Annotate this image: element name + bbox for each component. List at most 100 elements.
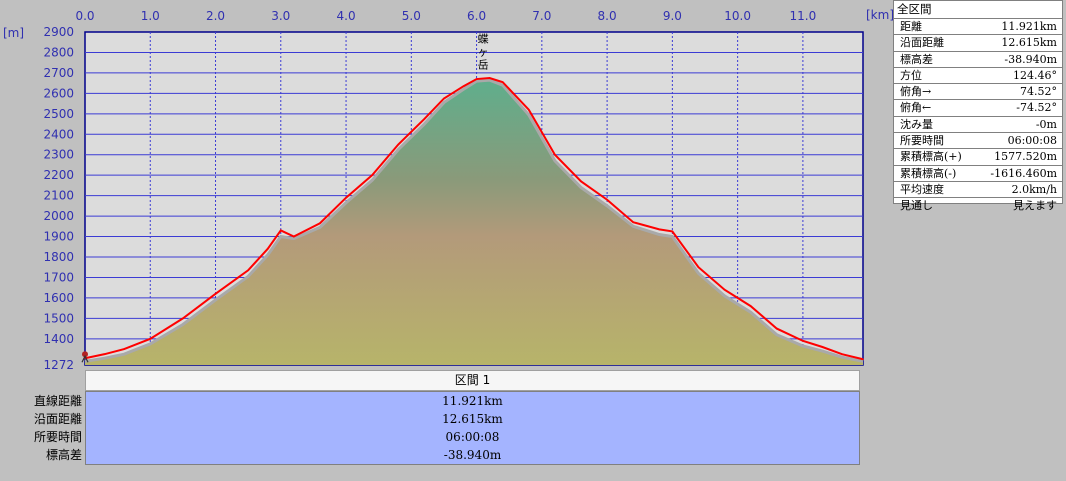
surface-point bbox=[319, 222, 321, 225]
section-value-surface: 12.615km bbox=[442, 412, 503, 426]
surface-point bbox=[266, 248, 269, 250]
surface-point bbox=[841, 353, 843, 355]
section-label-straight: 直線距離 bbox=[33, 394, 82, 408]
stats-row: 標高差 -38.940m bbox=[894, 52, 1062, 68]
stats-header: 全区間 bbox=[894, 1, 1062, 19]
surface-point bbox=[423, 118, 426, 120]
stats-row-label: 俯角→ bbox=[900, 85, 932, 99]
surface-point bbox=[821, 346, 824, 348]
section-value-time: 06:00:08 bbox=[445, 430, 500, 444]
x-tick-label: 8.0 bbox=[598, 9, 617, 23]
x-tick-label: 10.0 bbox=[724, 9, 751, 23]
stats-row: 方位 124.46° bbox=[894, 68, 1062, 85]
terrain-fill bbox=[85, 80, 863, 366]
surface-point bbox=[554, 153, 556, 156]
x-tick-label: 4.0 bbox=[337, 9, 356, 23]
surface-point bbox=[475, 78, 478, 80]
surface-point bbox=[671, 230, 674, 233]
elevation-chart: 0.0 1.0 2.0 3.0 4.0 5.0 6.0 7.0 8.0 9.0 10.0 11.0 1… bbox=[3, 8, 894, 370]
y-tick-label: 2900 bbox=[43, 25, 74, 39]
stats-row-value: -0m bbox=[1035, 117, 1057, 131]
section-value-elev-diff: -38.940m bbox=[443, 448, 502, 462]
surface-point bbox=[345, 196, 347, 199]
surface-point bbox=[397, 143, 400, 146]
direct-line-series bbox=[84, 78, 864, 363]
section-value-straight: 11.921km bbox=[442, 394, 503, 408]
y-tick-label: 2400 bbox=[43, 127, 74, 141]
surface-point bbox=[658, 228, 661, 231]
stats-row-value: 2.0km/h bbox=[1011, 182, 1057, 196]
surface-point bbox=[214, 293, 217, 295]
y-tick-label: 1400 bbox=[43, 332, 74, 346]
x-tick-label: 9.0 bbox=[663, 9, 682, 23]
stats-row-label: 見通し bbox=[900, 199, 933, 213]
stats-row: 所要時間 06:00:08 bbox=[894, 133, 1062, 150]
y-tick-label: 2300 bbox=[43, 148, 74, 162]
marker-head bbox=[82, 351, 88, 358]
stats-row-value: -1616.460m bbox=[990, 166, 1057, 180]
x-tick-label: 6.0 bbox=[467, 9, 486, 23]
y-tick-label: 2700 bbox=[43, 66, 74, 80]
surface-point bbox=[443, 97, 445, 100]
y-tick-label: 2800 bbox=[43, 45, 74, 59]
stats-row-label: 平均速度 bbox=[900, 182, 944, 196]
start-marker-icon bbox=[81, 351, 89, 363]
stats-row-label: 累積標高(+) bbox=[900, 150, 962, 164]
surface-point bbox=[580, 180, 582, 183]
surface-point bbox=[723, 288, 726, 291]
stats-row-label: 俯角← bbox=[900, 101, 932, 115]
surface-point bbox=[103, 353, 106, 355]
x-tick-label: 3.0 bbox=[271, 9, 290, 23]
y-tick-label: 2500 bbox=[43, 107, 74, 121]
terrain-area bbox=[85, 80, 863, 366]
stats-row-value: 見えます bbox=[1013, 199, 1057, 213]
stats-row-label: 方位 bbox=[900, 68, 922, 82]
stats-row-value: 11.921km bbox=[1001, 20, 1057, 33]
surface-point bbox=[697, 266, 700, 269]
surface-point bbox=[462, 85, 465, 88]
y-tick-label: 1600 bbox=[43, 291, 74, 305]
x-tick-label: 0.0 bbox=[75, 9, 94, 23]
x-tick-label: 7.0 bbox=[532, 9, 551, 23]
x-tick-label: 1.0 bbox=[141, 9, 160, 23]
peak-label: 蝶ヶ岳 bbox=[478, 32, 489, 72]
y-tick-label: 2000 bbox=[43, 209, 74, 223]
stats-row: 平均速度 2.0km/h bbox=[894, 182, 1062, 199]
y-axis: 1272 1400 1500 1600 1700 1800 1900 2000 2100 2200… bbox=[43, 25, 74, 370]
stats-row: 見通し 見えます bbox=[894, 198, 1062, 213]
y-tick-label: 2600 bbox=[43, 86, 74, 100]
section-label-elev-diff: 標高差 bbox=[45, 448, 82, 462]
surface-point bbox=[182, 317, 184, 320]
x-unit-label: [km] bbox=[866, 8, 894, 22]
y-tick-label: 1272 bbox=[43, 358, 74, 370]
y-tick-label: 1700 bbox=[43, 270, 74, 284]
surface-point bbox=[247, 269, 249, 272]
stats-row-label: 累積標高(-) bbox=[900, 166, 957, 180]
stats-rows: 距離 11.921km 沿面距離 12.615km 標高差 -38.940m 方位 124.4… bbox=[894, 19, 1062, 214]
surface-point bbox=[123, 348, 125, 350]
surface-point bbox=[802, 340, 804, 342]
surface-point bbox=[488, 77, 491, 79]
surface-point bbox=[862, 358, 864, 361]
stats-row-value: -38.940m bbox=[1004, 52, 1057, 66]
surface-point bbox=[371, 174, 373, 176]
stats-row: 累積標高(+) 1577.520m bbox=[894, 149, 1062, 166]
y-tick-label: 1900 bbox=[43, 230, 74, 244]
surface-point bbox=[279, 229, 282, 232]
surface-point bbox=[527, 108, 530, 111]
section-values: 11.921km 12.615km 06:00:08 -38.940m bbox=[85, 391, 860, 465]
section-label-surface: 沿面距離 bbox=[33, 412, 82, 426]
surface-point bbox=[501, 81, 504, 83]
y-tick-label: 2200 bbox=[43, 168, 74, 182]
x-tick-label: 5.0 bbox=[402, 9, 421, 23]
section-label-time: 所要時間 bbox=[33, 430, 82, 444]
stats-row-value: 74.52° bbox=[1020, 85, 1057, 99]
stats-row-label: 標高差 bbox=[900, 52, 933, 66]
stats-row: 沿面距離 12.615km bbox=[894, 35, 1062, 52]
section-labels: 直線距離 沿面距離 所要時間 標高差 bbox=[0, 392, 82, 464]
stats-row-label: 距離 bbox=[900, 20, 922, 33]
surface-point bbox=[293, 235, 295, 238]
stats-row-label: 所要時間 bbox=[900, 134, 944, 148]
section-header[interactable]: 区間 1 bbox=[85, 370, 860, 391]
stats-row-value: 124.46° bbox=[1013, 68, 1057, 82]
